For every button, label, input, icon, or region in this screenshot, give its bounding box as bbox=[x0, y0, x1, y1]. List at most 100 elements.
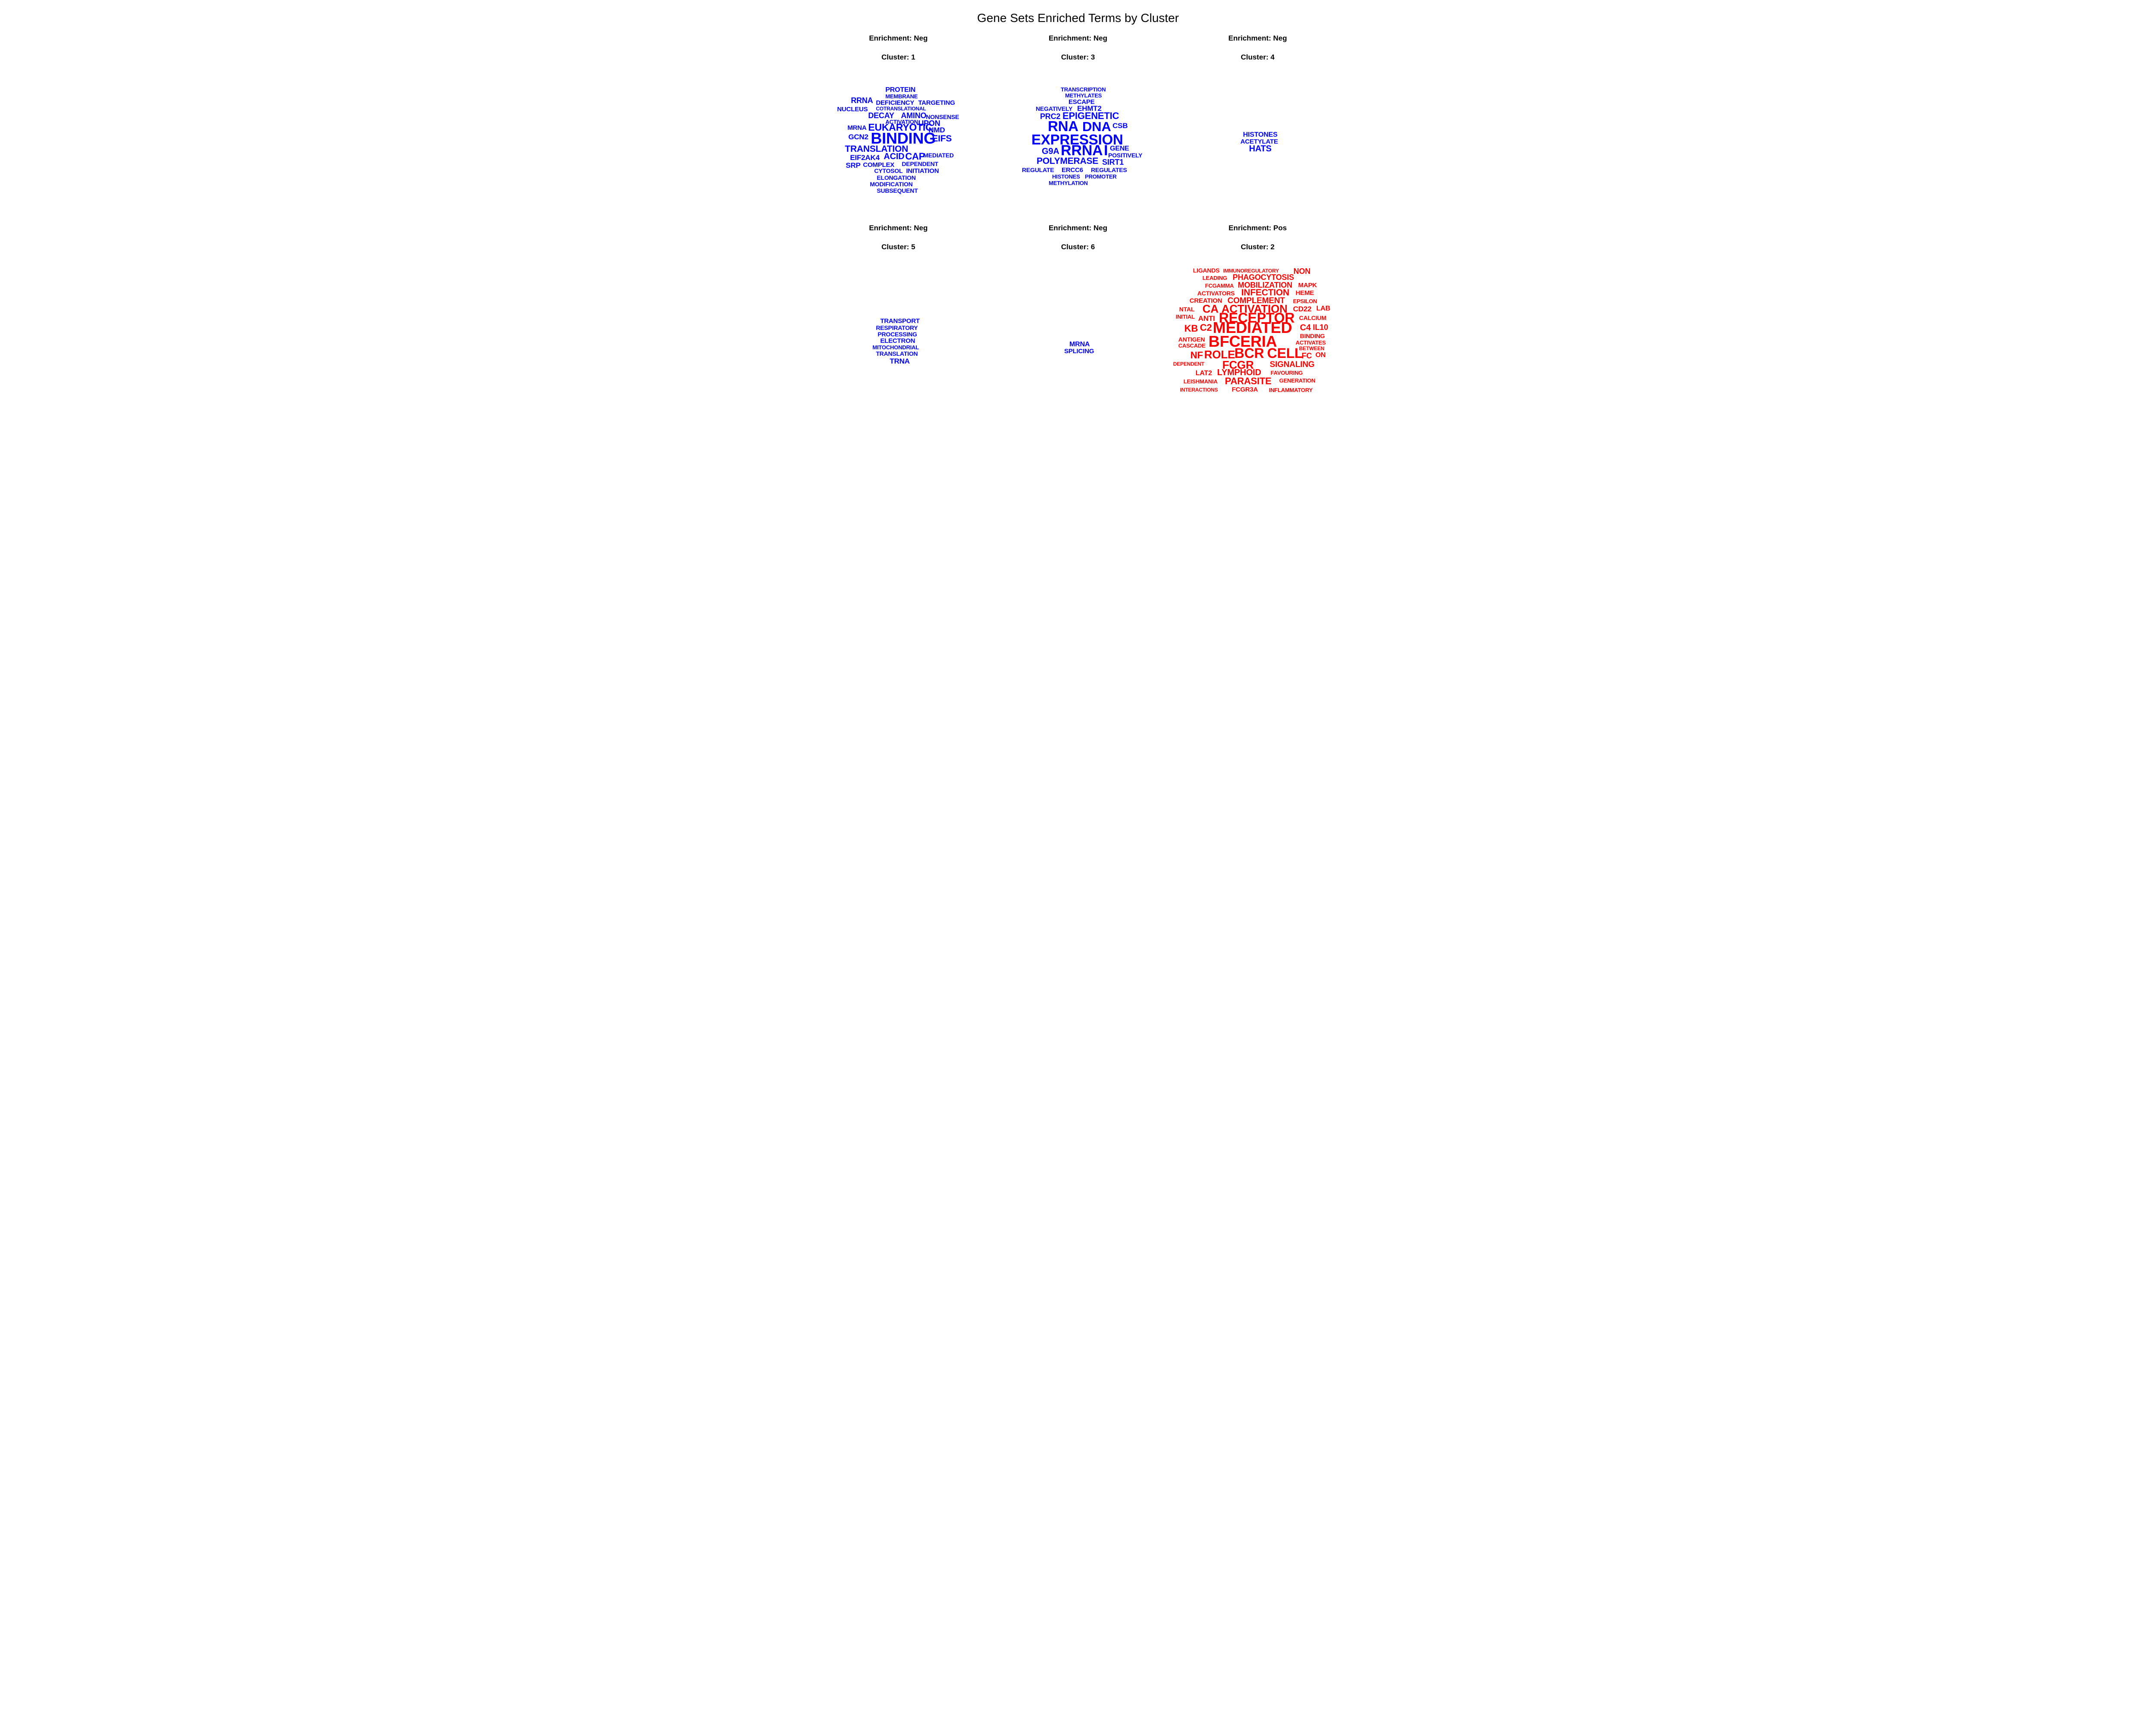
cloud-word: INITIATION bbox=[906, 167, 939, 175]
cloud-word: EIFS bbox=[932, 134, 952, 144]
cloud-word: LAB bbox=[1316, 305, 1330, 313]
cloud-word: INTERACTIONS bbox=[1180, 387, 1218, 393]
cloud-word: CASCADE bbox=[1178, 342, 1206, 349]
cloud-wrap: TRANSCRIPTIONMETHYLATESESCAPENEGATIVELYE… bbox=[990, 77, 1166, 216]
cloud-word: ON bbox=[1316, 351, 1326, 359]
cloud-word: INITIAL bbox=[1176, 314, 1195, 320]
cloud-word: TRNA bbox=[890, 357, 909, 366]
cloud-word: SRP bbox=[846, 161, 860, 170]
cloud-word: REGULATES bbox=[1091, 166, 1127, 173]
word-cloud: TRANSPORTRESPIRATORYPROCESSINGELECTRONMI… bbox=[825, 276, 971, 397]
cloud-word: CA bbox=[1203, 302, 1219, 316]
word-cloud: LIGANDSIMMUNOREGULATORYNONLEADINGPHAGOCY… bbox=[1172, 267, 1344, 418]
wordcloud-panel: Enrichment: Neg Cluster: 5 TRANSPORTRESPIR… bbox=[811, 220, 986, 405]
cloud-word: PARASITE bbox=[1225, 376, 1272, 387]
cloud-word: G9A bbox=[1042, 147, 1059, 157]
panel-header: Enrichment: Neg Cluster: 5 bbox=[811, 220, 986, 267]
wordcloud-panel: Enrichment: NegCluster: 3TRANSCRIPTIONME… bbox=[990, 30, 1166, 216]
cloud-word: METHYLATION bbox=[1049, 180, 1088, 186]
word-cloud: TRANSCRIPTIONMETHYLATESESCAPENEGATIVELYE… bbox=[1005, 86, 1151, 207]
cloud-word: DEPENDENT bbox=[1173, 361, 1204, 367]
wordcloud-panel: Enrichment: PosCluster: 2LIGANDSIMMUNORE… bbox=[1170, 220, 1345, 405]
cloud-word: HISTONES bbox=[1052, 173, 1080, 180]
cloud-wrap: MRNASPLICING bbox=[990, 267, 1166, 405]
cloud-word: C4 bbox=[1300, 323, 1311, 333]
cloud-word: ACTIVATES bbox=[1296, 339, 1326, 346]
cloud-word: MRNA bbox=[847, 124, 866, 132]
cloud-word: PROCESSING bbox=[877, 331, 917, 338]
cloud-word: NUCLEUS bbox=[837, 106, 868, 113]
cloud-word: FC bbox=[1302, 351, 1312, 361]
panel-grid: Enrichment: Neg Cluster: 1 PROTEINMEMBRANE… bbox=[811, 30, 1345, 405]
cloud-word: TRANSPORT bbox=[880, 317, 920, 325]
cloud-word: LAT2 bbox=[1196, 370, 1212, 377]
cloud-word: NF bbox=[1191, 350, 1203, 361]
cloud-word: GENERATION bbox=[1279, 377, 1316, 384]
cloud-word: METHYLATES bbox=[1065, 92, 1102, 99]
cloud-word: ERCC6 bbox=[1062, 166, 1083, 174]
page: Gene Sets Enriched Terms by Cluster Enri… bbox=[806, 0, 1350, 418]
cloud-word: FAVOURING bbox=[1271, 370, 1303, 376]
cloud-word: GCN2 bbox=[848, 133, 868, 141]
cloud-word: RESPIRATORY bbox=[876, 324, 918, 331]
cloud-word: MITOCHONDRIAL bbox=[872, 344, 919, 351]
cloud-word: SUBSEQUENT bbox=[877, 187, 918, 194]
cluster-label: Cluster: 5 bbox=[811, 242, 986, 253]
cloud-word: KB bbox=[1185, 323, 1198, 334]
cloud-word: RRNA bbox=[851, 96, 873, 105]
cloud-word: IL10 bbox=[1313, 323, 1328, 332]
cloud-word: NTAL bbox=[1179, 306, 1195, 313]
cloud-word: POLYMERASE bbox=[1037, 156, 1098, 166]
cloud-word: FCGR3A bbox=[1232, 386, 1258, 393]
cluster-label: Cluster: 4 bbox=[1170, 52, 1345, 63]
word-cloud: HISTONESACETYLATEHATS bbox=[1185, 86, 1331, 207]
cloud-word: MAPK bbox=[1298, 282, 1317, 289]
wordcloud-panel: Enrichment: NegCluster: 6MRNASPLICING bbox=[990, 220, 1166, 405]
cloud-word: COTRANSLATIONAL bbox=[876, 106, 926, 112]
cloud-word: ELONGATION bbox=[877, 174, 915, 181]
cloud-word: CYTOSOL bbox=[874, 167, 903, 174]
cloud-word: EIF2AK4 bbox=[850, 154, 880, 162]
cloud-word: C2 bbox=[1200, 322, 1212, 333]
cloud-word: BETWEEN bbox=[1299, 345, 1325, 351]
cloud-wrap: HISTONESACETYLATEHATS bbox=[1170, 77, 1345, 216]
cloud-word: ACID bbox=[884, 152, 904, 162]
cloud-word: ANTIGEN bbox=[1178, 336, 1205, 343]
cloud-word: INFLAMMATORY bbox=[1269, 387, 1313, 393]
cloud-word: HEME bbox=[1296, 289, 1314, 297]
enrichment-label: Enrichment: Neg bbox=[1170, 33, 1345, 44]
cloud-word: CALCIUM bbox=[1299, 314, 1326, 321]
cloud-word: ELECTRON bbox=[880, 337, 915, 345]
cloud-wrap: PROTEINMEMBRANERRNADEFICIENCYTARGETINGNU… bbox=[811, 77, 986, 216]
wordcloud-panel: Enrichment: Neg Cluster: 4 HISTONESACETYLA… bbox=[1170, 30, 1345, 216]
cloud-word: CD22 bbox=[1293, 305, 1312, 314]
enrichment-label: Enrichment: Neg bbox=[811, 223, 986, 234]
cloud-word: PROMOTER bbox=[1085, 173, 1117, 180]
cloud-word: MODIFICATION bbox=[870, 181, 912, 188]
enrichment-label: Enrichment: Neg bbox=[990, 33, 1166, 44]
cloud-word: HATS bbox=[1249, 144, 1272, 154]
cloud-word: SIGNALING bbox=[1270, 360, 1315, 370]
panel-header: Enrichment: NegCluster: 3 bbox=[990, 30, 1166, 77]
cloud-word: LIGANDS bbox=[1193, 267, 1220, 274]
cloud-word: FCGAMMA bbox=[1205, 282, 1234, 289]
cloud-word: EPSILON bbox=[1293, 298, 1317, 304]
cloud-word: ACTIVATORS bbox=[1197, 290, 1235, 297]
cloud-wrap: LIGANDSIMMUNOREGULATORYNONLEADINGPHAGOCY… bbox=[1170, 267, 1345, 418]
panel-header: Enrichment: Neg Cluster: 1 bbox=[811, 30, 986, 77]
cloud-word: LEADING bbox=[1203, 275, 1227, 281]
cluster-label: Cluster: 1 bbox=[811, 52, 986, 63]
cloud-word: TRANSLATION bbox=[876, 350, 918, 357]
enrichment-label: Enrichment: Neg bbox=[811, 33, 986, 44]
cloud-word: TRANSCRIPTION bbox=[1061, 86, 1106, 93]
wordcloud-panel: Enrichment: Neg Cluster: 1 PROTEINMEMBRANE… bbox=[811, 30, 986, 216]
cluster-label: Cluster: 2 bbox=[1170, 242, 1345, 253]
word-cloud: PROTEINMEMBRANERRNADEFICIENCYTARGETINGNU… bbox=[825, 86, 971, 207]
cloud-word: LEISHMANIA bbox=[1184, 378, 1218, 385]
cloud-word: SIRT1 bbox=[1102, 158, 1124, 167]
cloud-word: CELL bbox=[1267, 345, 1303, 361]
cloud-word: BINDING bbox=[1300, 332, 1325, 339]
cloud-word: NON bbox=[1294, 267, 1310, 276]
enrichment-label: Enrichment: Neg bbox=[990, 223, 1166, 234]
panel-header: Enrichment: Neg Cluster: 4 bbox=[1170, 30, 1345, 77]
